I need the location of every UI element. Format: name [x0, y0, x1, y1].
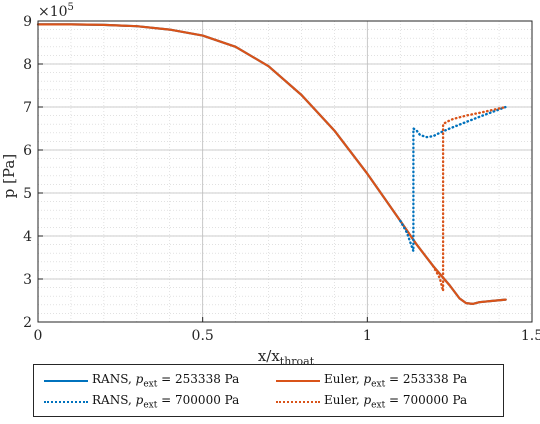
legend-swatch — [276, 380, 320, 382]
y-tick-label: 7 — [23, 100, 32, 116]
legend-swatch — [276, 401, 320, 403]
legend-item-rans-700000: RANS, pext = 700000 Pa — [44, 392, 239, 412]
legend-label: RANS, pext = 700000 Pa — [92, 393, 240, 411]
plot-frame — [37, 20, 533, 323]
series-line-0 — [36, 23, 507, 305]
legend-item-euler-253338: Euler, pext = 253338 Pa — [276, 371, 467, 391]
y-tick-label: 9 — [23, 14, 32, 30]
legend-label: RANS, pext = 253338 Pa — [92, 372, 240, 390]
x-tick-label: 1 — [363, 328, 372, 344]
series-line-1 — [399, 105, 507, 253]
series-line-2 — [36, 23, 507, 305]
y-tick-label: 2 — [23, 315, 32, 331]
legend-label: Euler, pext = 700000 Pa — [324, 393, 468, 411]
y-tick-label: 6 — [23, 143, 32, 159]
legend-swatch — [44, 401, 88, 403]
y-exponent-label: ×105 — [38, 2, 74, 20]
legend-label: Euler, pext = 253338 Pa — [324, 372, 468, 390]
x-tick-label: 0.5 — [192, 328, 214, 344]
series-line-3 — [432, 105, 507, 293]
x-tick-label: 1.5 — [521, 328, 540, 344]
y-tick-label: 3 — [23, 272, 32, 288]
legend-item-euler-700000: Euler, pext = 700000 Pa — [276, 392, 467, 412]
y-axis-label: p [Pa] — [0, 154, 18, 198]
legend-swatch — [44, 380, 88, 382]
legend-item-rans-253338: RANS, pext = 253338 Pa — [44, 371, 239, 391]
x-tick-label: 0 — [34, 328, 43, 344]
grid-minor — [37, 20, 533, 323]
legend: RANS, pext = 253338 Pa RANS, pext = 7000… — [33, 364, 504, 417]
y-tick-label: 4 — [23, 229, 32, 245]
y-tick-label: 5 — [23, 186, 32, 202]
grid-major — [37, 20, 533, 323]
series-layer — [36, 23, 507, 305]
ticks-layer: 0 0.5 1 1.5 2 3 4 5 6 7 8 9 — [23, 14, 540, 344]
y-tick-label: 8 — [23, 57, 32, 73]
